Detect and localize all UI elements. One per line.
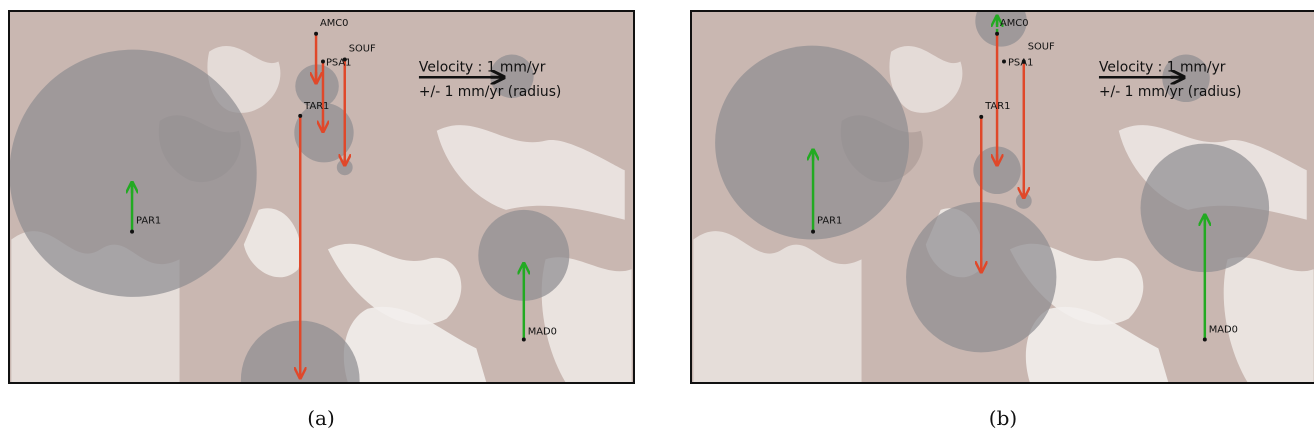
uncertainty-circle-mad0 [1140,143,1270,273]
station-label-souf: SOUF [349,44,376,55]
uncertainty-circle-amc0 [975,12,1027,47]
station-label-mad0: MAD0 [528,327,557,338]
station-label-psa1: PSA1 [326,57,351,68]
station-markers [130,31,526,342]
station-dot-mad0 [521,337,526,342]
uncertainty-circle-par1 [715,45,910,240]
map-canvas-b: PAR1 AMC0 PSA1 SOUF TAR1 MAD0 Velocity :… [693,12,1314,382]
legend-velocity-text: Velocity : 1 mm/yr [419,59,546,75]
station-dot-psa1 [321,59,325,64]
station-label-mad0: MAD0 [1209,325,1238,336]
uncertainty-circle-psa1 [973,146,1021,195]
station-dot-par1 [811,229,816,234]
station-markers [811,31,1207,342]
legend-radius-circle [1162,54,1210,103]
caption-b: (b) [988,406,1018,430]
uncertainty-circles [10,49,570,382]
map-canvas-a: PAR1 AMC0 PSA1 SOUF TAR1 MAD0 Velocity :… [10,18,632,382]
station-dot-souf [342,57,347,62]
station-labels: PAR1 AMC0 PSA1 SOUF TAR1 MAD0 [136,18,557,338]
uncertainty-circle-mad0 [478,209,570,301]
station-dot-souf [1021,59,1026,64]
station-dot-amc0 [314,31,319,36]
station-dot-par1 [130,229,135,234]
velocity-arrows [813,16,1205,340]
station-dot-tar1 [298,113,303,118]
station-label-par1: PAR1 [817,216,842,227]
station-label-psa1: PSA1 [1008,57,1033,68]
map-panel-a: PAR1 AMC0 PSA1 SOUF TAR1 MAD0 Velocity :… [8,10,635,384]
station-label-amc0: AMC0 [320,18,348,29]
station-dot-tar1 [979,114,984,119]
station-labels: PAR1 AMC0 PSA1 SOUF TAR1 MAD0 [817,18,1238,336]
station-dot-mad0 [1202,337,1207,342]
uncertainty-circle-par1 [10,49,257,297]
legend-radius-circle [490,54,534,99]
map-panel-b: PAR1 AMC0 PSA1 SOUF TAR1 MAD0 Velocity :… [690,10,1314,384]
velocity-legend: Velocity : 1 mm/yr +/- 1 mm/yr (radius) [419,59,561,100]
velocity-legend: Velocity : 1 mm/yr +/- 1 mm/yr (radius) [1099,59,1241,100]
velocity-arrows [132,33,524,378]
legend-radius-text: +/- 1 mm/yr (radius) [419,84,561,100]
legend-velocity-text: Velocity : 1 mm/yr [1099,59,1226,75]
station-label-par1: PAR1 [136,216,161,227]
station-label-tar1: TAR1 [984,101,1010,112]
uncertainty-circle-tar1 [906,201,1057,353]
station-dot-amc0 [995,31,1000,36]
uncertainty-circle-amc0 [295,64,339,108]
station-label-tar1: TAR1 [303,101,329,112]
legend-radius-text: +/- 1 mm/yr (radius) [1099,84,1241,100]
station-label-souf: SOUF [1028,42,1055,53]
caption-a: (a) [307,406,335,430]
station-dot-psa1 [1002,59,1006,64]
uncertainty-circles [715,12,1270,353]
station-label-amc0: AMC0 [1000,18,1028,29]
